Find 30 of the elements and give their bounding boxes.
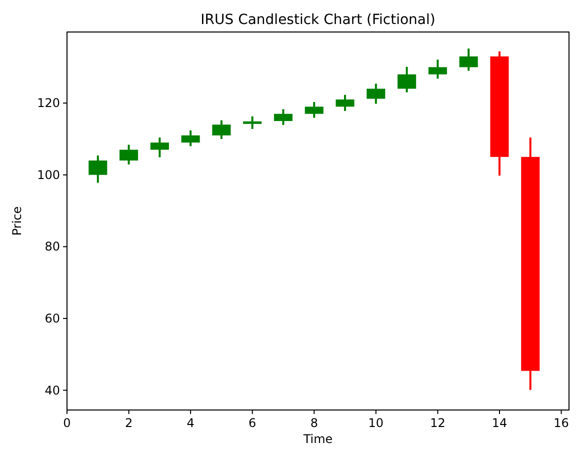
x-tick-label: 16 (554, 416, 569, 430)
x-tick-label: 6 (248, 416, 256, 430)
candlestick (428, 58, 447, 80)
x-tick-label: 14 (492, 416, 508, 430)
candlestick (336, 94, 354, 112)
candlestick (366, 82, 386, 105)
chart-title: IRUS Candlestick Chart (Fictional) (200, 12, 436, 28)
candlestick (150, 136, 169, 158)
candlestick (212, 119, 231, 140)
candlestick (398, 66, 416, 94)
candlestick (459, 48, 478, 72)
x-axis-title: Time (302, 432, 333, 446)
y-tick-label: 80 (44, 240, 60, 254)
y-tick-label: 40 (44, 383, 60, 398)
x-tick-label: 12 (430, 416, 446, 430)
candlestick (88, 154, 108, 184)
candlestick (120, 144, 138, 166)
candlestick (243, 115, 262, 130)
x-tick-label: 2 (124, 416, 133, 430)
x-tick-label: 8 (310, 416, 318, 430)
x-tick-label: 10 (368, 416, 384, 430)
candlestick (181, 129, 200, 148)
y-axis-title: Price (10, 206, 24, 236)
y-tick-label: 120 (37, 96, 60, 110)
x-tick-label: 0 (63, 416, 71, 430)
y-tick-label: 60 (44, 311, 60, 326)
candlestick (274, 108, 293, 126)
y-tick-label: 100 (37, 168, 60, 182)
candlestick (304, 101, 324, 119)
x-tick-label: 4 (186, 416, 194, 430)
